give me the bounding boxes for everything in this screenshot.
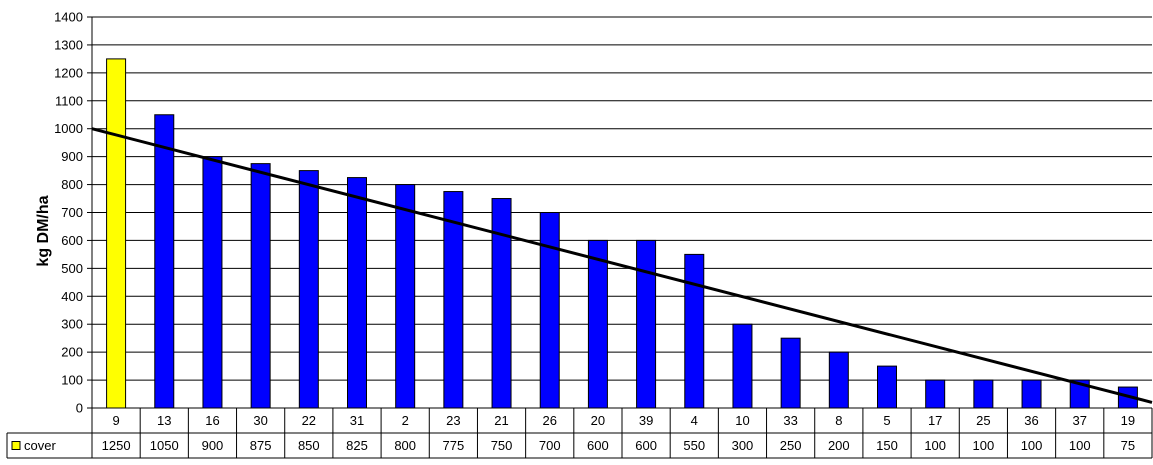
data-label-22: 850 xyxy=(298,438,320,453)
bar-10 xyxy=(732,323,753,409)
data-label-13: 1050 xyxy=(150,438,179,453)
legend-key-cover xyxy=(11,441,21,450)
category-label-16: 16 xyxy=(205,413,219,428)
data-label-2: 800 xyxy=(394,438,416,453)
data-label-17: 100 xyxy=(924,438,946,453)
bar-16 xyxy=(202,156,223,409)
category-label-21: 21 xyxy=(494,413,508,428)
data-label-16: 900 xyxy=(202,438,224,453)
bar-36 xyxy=(1021,379,1042,409)
data-label-21: 750 xyxy=(491,438,513,453)
data-label-20: 600 xyxy=(587,438,609,453)
category-label-25: 25 xyxy=(976,413,990,428)
legend-label-cover: cover xyxy=(24,438,56,453)
bar-20 xyxy=(587,239,608,409)
category-label-19: 19 xyxy=(1121,413,1135,428)
data-label-37: 100 xyxy=(1069,438,1091,453)
bar-17 xyxy=(925,379,946,409)
category-label-30: 30 xyxy=(253,413,267,428)
bar-31 xyxy=(347,177,367,409)
data-label-39: 600 xyxy=(635,438,657,453)
category-label-33: 33 xyxy=(783,413,797,428)
bar-39 xyxy=(636,239,657,409)
bar-30 xyxy=(250,163,271,409)
y-tick-label-1200: 1200 xyxy=(54,65,83,80)
y-tick-label-500: 500 xyxy=(61,261,83,276)
data-label-23: 775 xyxy=(443,438,465,453)
y-tick-label-800: 800 xyxy=(61,177,83,192)
y-tick-label-200: 200 xyxy=(61,345,83,360)
y-axis-title: kg DM/ha xyxy=(35,195,52,266)
y-tick-label-600: 600 xyxy=(61,233,83,248)
category-label-39: 39 xyxy=(639,413,653,428)
bar-9 xyxy=(106,58,127,409)
y-tick-label-1400: 1400 xyxy=(54,10,83,25)
bar-2 xyxy=(395,184,416,409)
category-label-31: 31 xyxy=(350,413,364,428)
data-label-30: 875 xyxy=(250,438,272,453)
category-label-37: 37 xyxy=(1072,413,1086,428)
y-tick-labels: 0 100 200 300 400 500 600 700 800 900 1000 1100 1200… xyxy=(54,10,83,416)
data-label-25: 100 xyxy=(973,438,995,453)
data-label-8: 200 xyxy=(828,438,850,453)
y-tick-label-1100: 1100 xyxy=(55,93,83,108)
bar-22 xyxy=(298,170,319,409)
data-table: cover91250131050169003087522850318252800… xyxy=(6,407,1153,459)
y-tick-label-1300: 1300 xyxy=(54,37,83,52)
bar-21 xyxy=(491,198,512,409)
y-tick-label-300: 300 xyxy=(61,317,83,332)
data-label-9: 1250 xyxy=(102,438,131,453)
category-label-36: 36 xyxy=(1024,413,1038,428)
category-label-23: 23 xyxy=(446,413,460,428)
category-label-26: 26 xyxy=(542,413,556,428)
bar-5 xyxy=(877,365,897,409)
y-tick-label-100: 100 xyxy=(61,373,83,388)
y-tick-label-900: 900 xyxy=(61,149,83,164)
data-label-26: 700 xyxy=(539,438,561,453)
category-label-2: 2 xyxy=(402,413,409,428)
category-label-22: 22 xyxy=(302,413,316,428)
data-label-4: 550 xyxy=(683,438,705,453)
data-label-33: 250 xyxy=(780,438,802,453)
trendline-group xyxy=(91,127,1153,404)
data-label-10: 300 xyxy=(732,438,754,453)
category-label-10: 10 xyxy=(735,413,749,428)
bar-33 xyxy=(780,337,801,409)
category-label-5: 5 xyxy=(883,413,890,428)
category-label-9: 9 xyxy=(112,413,119,428)
y-tick-label-400: 400 xyxy=(61,289,83,304)
data-label-36: 100 xyxy=(1021,438,1043,453)
category-label-13: 13 xyxy=(157,413,171,428)
data-label-5: 150 xyxy=(876,438,898,453)
category-label-17: 17 xyxy=(928,413,942,428)
data-label-19: 75 xyxy=(1121,438,1135,453)
bar-25 xyxy=(973,379,994,409)
trendline xyxy=(91,127,1153,404)
bar-13 xyxy=(154,114,175,409)
bar-4 xyxy=(684,253,705,409)
y-tick-label-0: 0 xyxy=(76,401,83,416)
y-tick-label-1000: 1000 xyxy=(54,121,83,136)
axes xyxy=(87,16,93,409)
category-label-8: 8 xyxy=(835,413,842,428)
category-label-20: 20 xyxy=(591,413,605,428)
y-tick-label-700: 700 xyxy=(61,205,83,220)
data-label-31: 825 xyxy=(346,438,368,453)
category-label-4: 4 xyxy=(691,413,698,428)
bar-8 xyxy=(828,351,849,409)
bar-26 xyxy=(539,212,560,409)
bars xyxy=(106,58,1138,409)
